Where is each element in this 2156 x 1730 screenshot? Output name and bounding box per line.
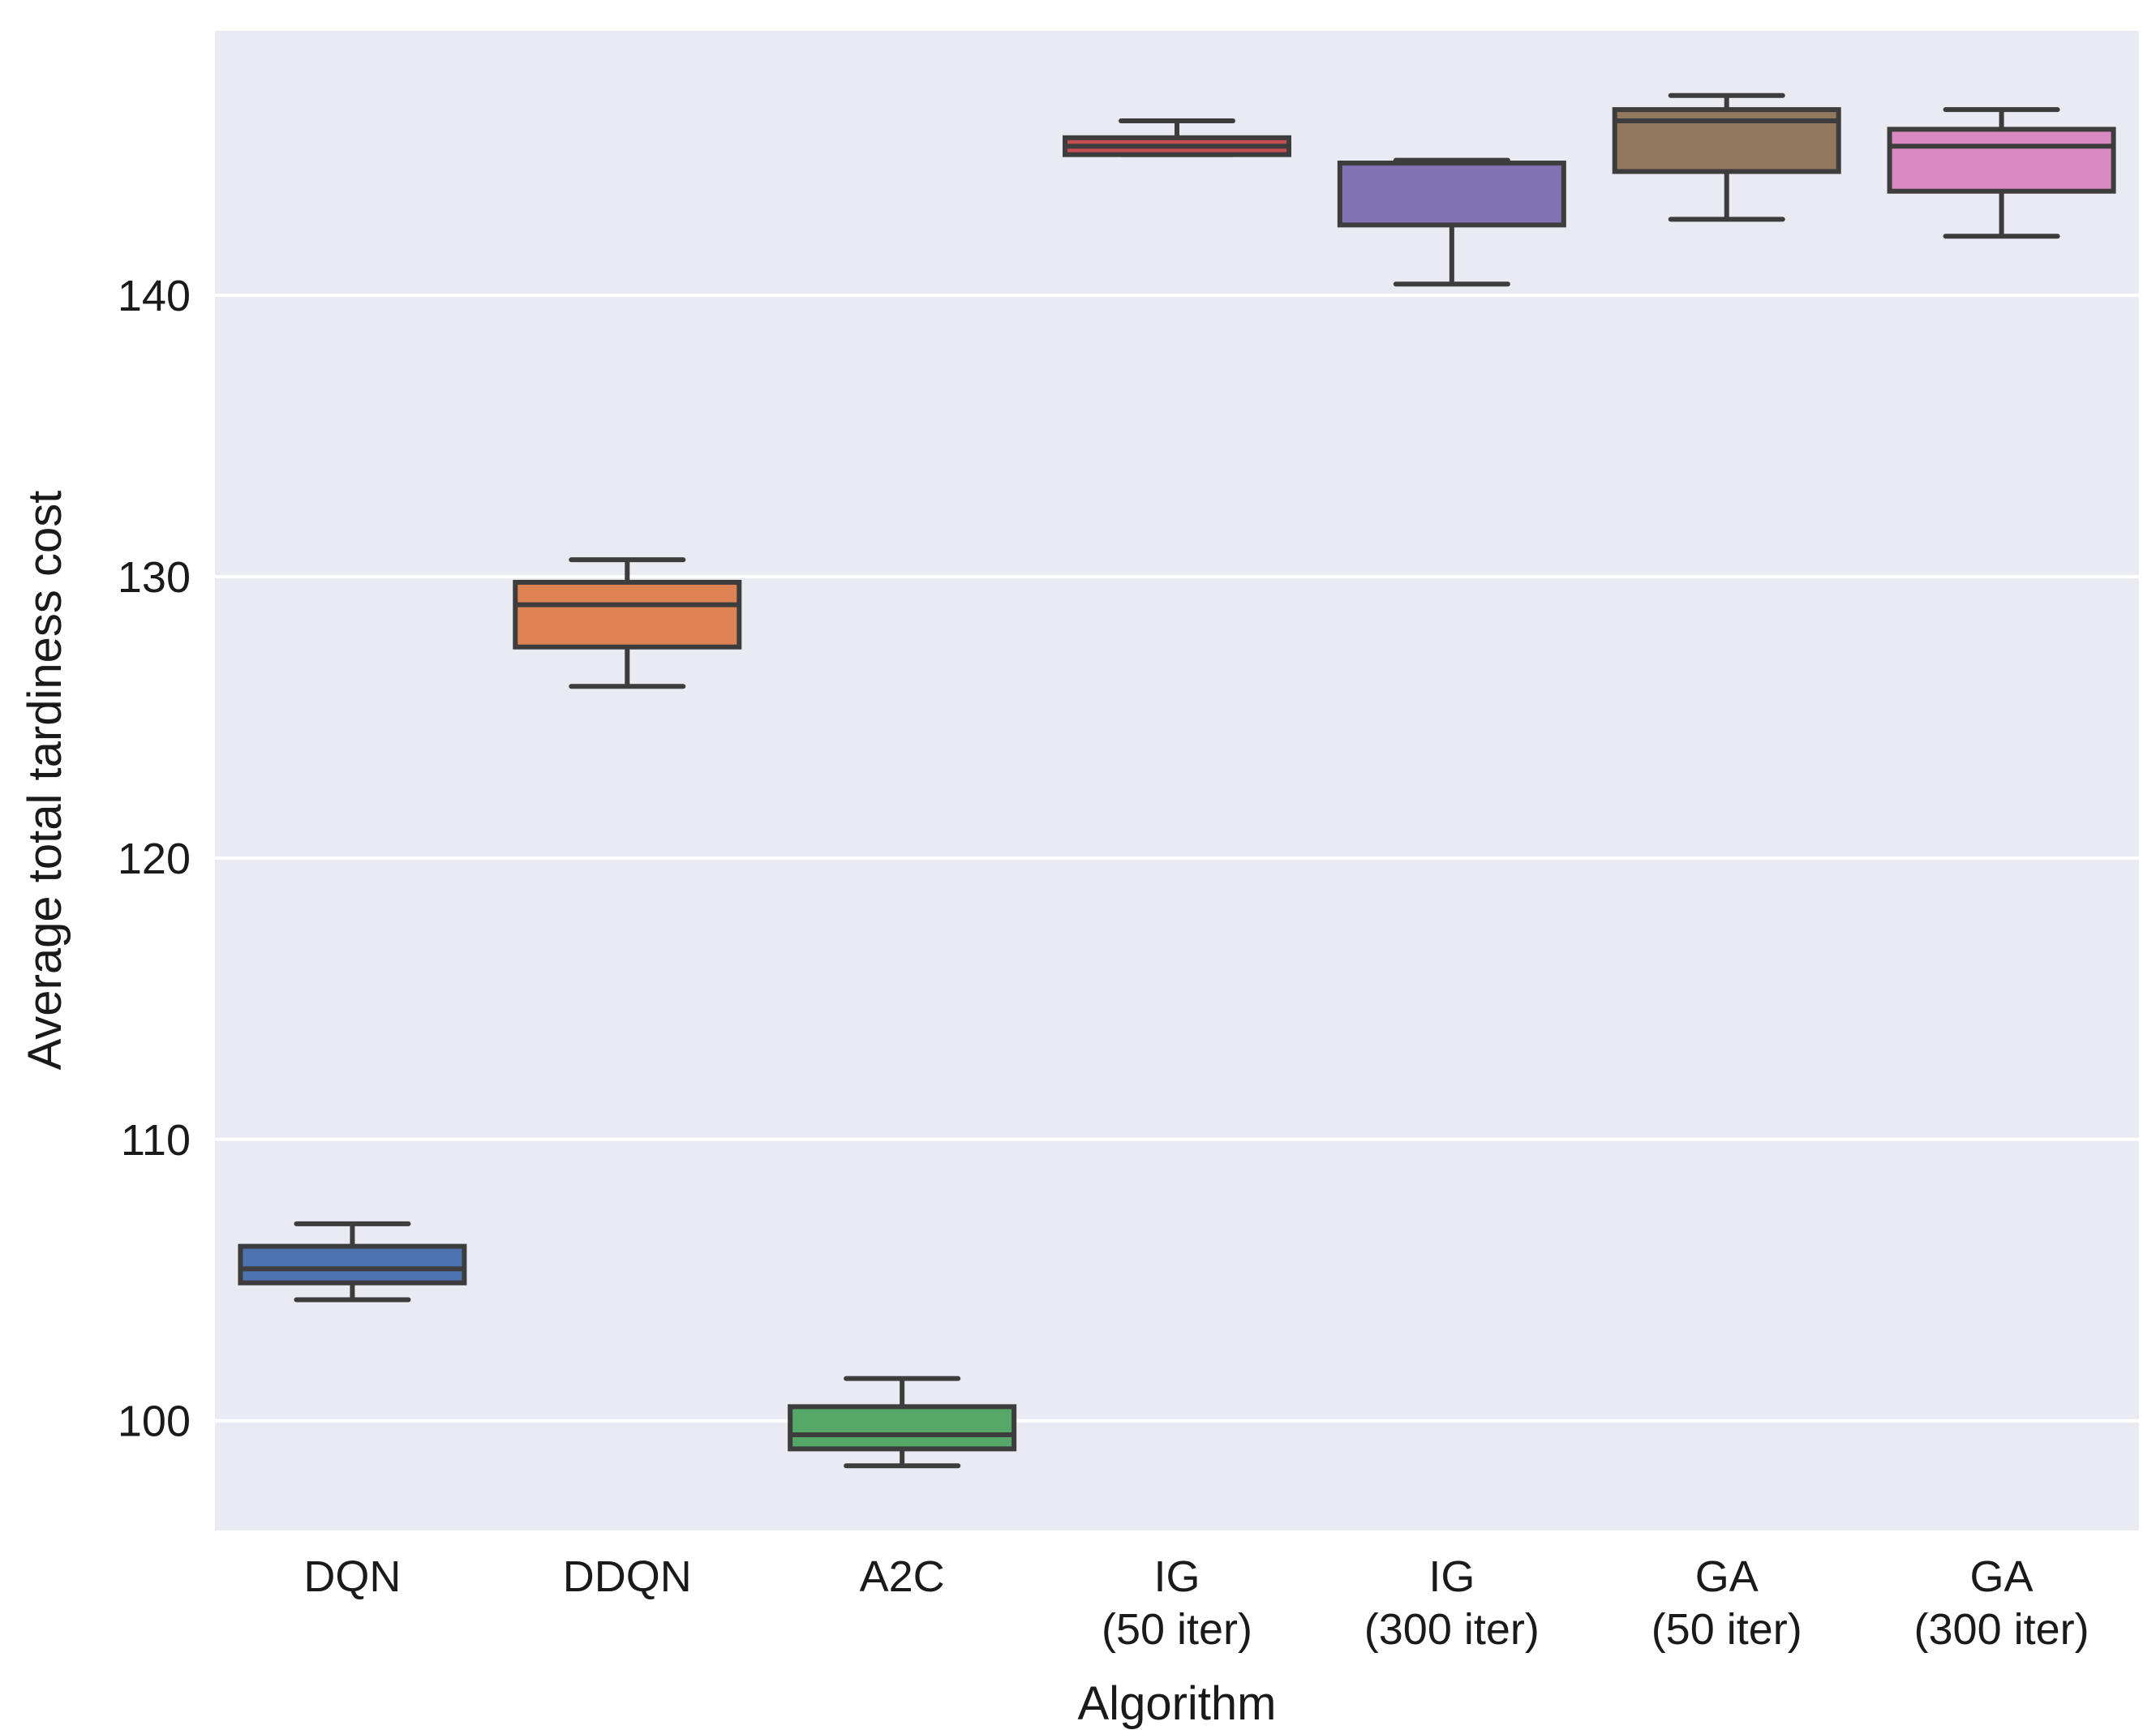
- x-tick-label-3: IG: [1153, 1552, 1200, 1601]
- x-axis-title: Algorithm: [1078, 1677, 1277, 1730]
- x-tick-sublabel-5: (50 iter): [1651, 1605, 1802, 1654]
- box-ig-300-iter: [1337, 161, 1566, 228]
- y-tick-label-130: 130: [118, 553, 191, 602]
- box-group-ig-300-iter: [1337, 157, 1566, 287]
- box-group-dqn: [238, 1221, 467, 1303]
- x-tick-label-2: A2C: [860, 1552, 945, 1601]
- plot-area: [215, 31, 2139, 1530]
- box-ddqn: [513, 579, 742, 650]
- box-group-ig-50-iter: [1063, 118, 1291, 157]
- x-tick-sublabel-3: (50 iter): [1102, 1605, 1252, 1654]
- x-tick-label-1: DDQN: [563, 1552, 692, 1601]
- x-tick-label-6: GA: [1970, 1552, 2034, 1601]
- box-group-ga-300-iter: [1887, 107, 2116, 239]
- box-group-a2c: [788, 1376, 1017, 1469]
- y-tick-label-110: 110: [121, 1116, 191, 1165]
- x-tick-labels: DQN DDQN A2C IG(50 iter)IG(300 iter)GA(50 i…: [303, 1552, 2089, 1654]
- box-series: [238, 92, 2116, 1469]
- y-tick-labels: 100 110 120 130 140: [118, 272, 191, 1446]
- box-dqn: [238, 1243, 467, 1286]
- x-tick-label-5: GA: [1695, 1552, 1759, 1601]
- box-group-ga-50-iter: [1612, 92, 1841, 222]
- y-tick-label-120: 120: [118, 835, 191, 883]
- grid-lines: [215, 294, 2139, 1423]
- box-a2c: [788, 1404, 1017, 1452]
- x-tick-label-0: DQN: [303, 1552, 401, 1601]
- y-tick-label-100: 100: [118, 1397, 191, 1446]
- y-tick-label-140: 140: [118, 272, 191, 320]
- box-ga-300-iter: [1887, 127, 2116, 194]
- box-group-ddqn: [513, 557, 742, 689]
- x-tick-label-4: IG: [1428, 1552, 1475, 1601]
- x-tick-sublabel-4: (300 iter): [1364, 1605, 1540, 1654]
- x-tick-sublabel-6: (300 iter): [1914, 1605, 2089, 1654]
- y-axis-title: Average total tardiness cost: [19, 491, 71, 1071]
